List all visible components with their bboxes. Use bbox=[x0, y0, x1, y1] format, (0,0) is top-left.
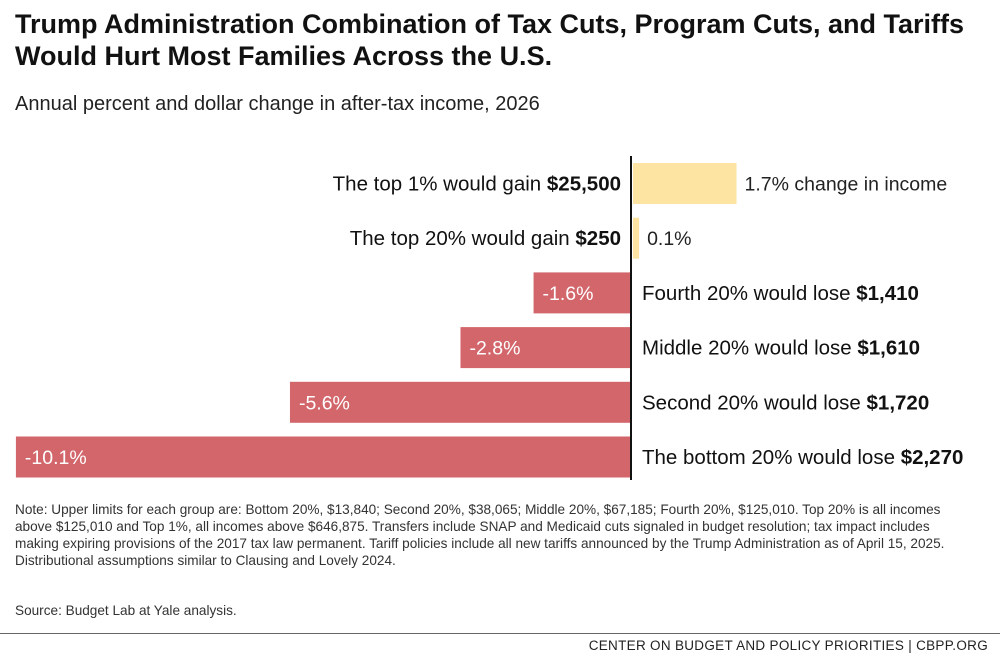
bar bbox=[460, 327, 631, 369]
bar bbox=[15, 436, 632, 478]
chart-subtitle: Annual percent and dollar change in afte… bbox=[15, 93, 540, 115]
group-label-amount: $1,410 bbox=[856, 282, 919, 305]
group-label-text: Fourth 20% would lose bbox=[642, 282, 856, 305]
group-label-amount: $1,720 bbox=[867, 391, 930, 414]
footer-credit: CENTER ON BUDGET AND POLICY PRIORITIES |… bbox=[588, 638, 988, 653]
chart-title: Trump Administration Combination of Tax … bbox=[15, 9, 965, 71]
bar bbox=[289, 381, 631, 423]
group-label: Second 20% would lose $1,720 bbox=[642, 391, 929, 414]
group-label-amount: $250 bbox=[575, 227, 621, 250]
group-label-text: Second 20% would lose bbox=[642, 391, 867, 414]
group-label: The top 20% would gain $250 bbox=[350, 227, 621, 250]
group-label-amount: $1,610 bbox=[857, 337, 920, 360]
group-label: Middle 20% would lose $1,610 bbox=[642, 337, 920, 360]
group-label: The top 1% would gain $25,500 bbox=[333, 173, 621, 196]
value-label: 0.1% bbox=[647, 228, 691, 250]
group-label-text: Middle 20% would lose bbox=[642, 337, 857, 360]
bar bbox=[633, 217, 640, 259]
value-label: -5.6% bbox=[299, 392, 350, 414]
bar bbox=[633, 163, 737, 204]
group-label: Fourth 20% would lose $1,410 bbox=[642, 282, 919, 305]
value-label: 1.7% change in income bbox=[745, 174, 948, 196]
group-label-text: The top 1% would gain bbox=[333, 173, 547, 196]
chart-source: Source: Budget Lab at Yale analysis. bbox=[15, 603, 237, 618]
chart-note: Note: Upper limits for each group are: B… bbox=[15, 502, 945, 568]
bar-chart: 1.7% change in income The top 1% would ga… bbox=[15, 156, 963, 480]
value-label: -2.8% bbox=[469, 338, 520, 360]
footer-divider bbox=[0, 633, 1000, 634]
group-label-amount: $2,270 bbox=[901, 446, 964, 469]
group-label-amount: $25,500 bbox=[547, 173, 621, 196]
group-label: The bottom 20% would lose $2,270 bbox=[642, 446, 963, 469]
group-label-text: The top 20% would gain bbox=[350, 227, 576, 250]
group-label-text: The bottom 20% would lose bbox=[642, 446, 901, 469]
value-label: -10.1% bbox=[25, 447, 87, 469]
bar bbox=[533, 272, 631, 314]
value-label: -1.6% bbox=[543, 283, 594, 305]
